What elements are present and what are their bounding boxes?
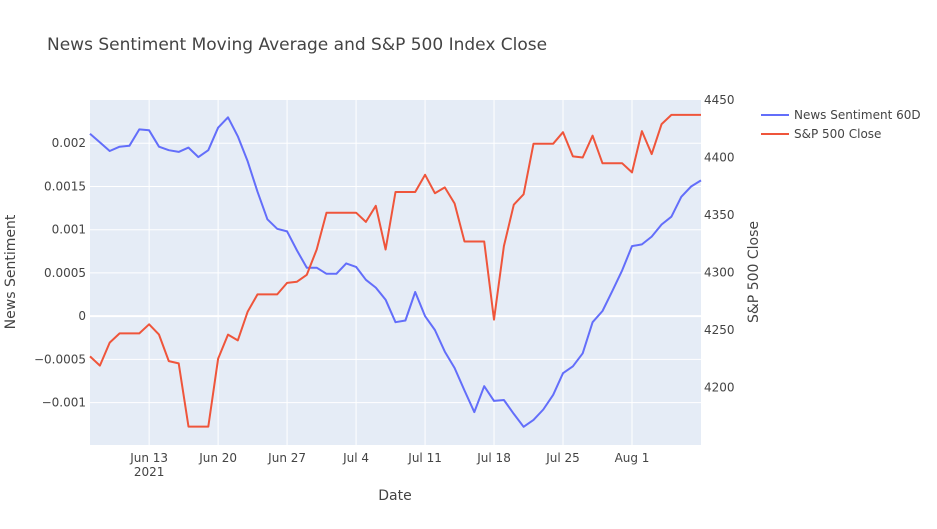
news-sentiment-line	[89, 116, 702, 428]
chart-title: News Sentiment Moving Average and S&P 50…	[47, 35, 547, 55]
right-tick-label: 4350	[704, 208, 735, 222]
x-tick-label: Aug 1	[615, 451, 650, 465]
x-tick-label: Jul 11	[407, 451, 442, 465]
x-axis-title: Date	[378, 488, 411, 504]
right-tick-label: 4400	[704, 151, 735, 165]
left-tick-label: −0.001	[42, 396, 86, 410]
right-tick-label: 4200	[704, 381, 735, 395]
x-tick-label: Jul 18	[476, 451, 511, 465]
left-tick-label: 0.0005	[44, 266, 86, 280]
left-tick-label: 0.0015	[44, 179, 86, 193]
left-axis-ticks: −0.001 −0.0005 0 0.0005 0.001 0.0015 0.002	[34, 136, 86, 409]
left-tick-label: 0.002	[52, 136, 86, 150]
right-tick-label: 4300	[704, 266, 735, 280]
gridlines	[90, 100, 701, 445]
x-tick-year-label: 2021	[134, 465, 165, 479]
right-tick-label: 4450	[704, 93, 735, 107]
x-tick-label: Jun 27	[267, 451, 306, 465]
legend-item-news-sentiment[interactable]: News Sentiment 60D	[761, 108, 921, 122]
left-tick-label: −0.0005	[34, 352, 86, 366]
right-axis-title: S&P 500 Close	[746, 221, 762, 323]
x-tick-label: Jun 20	[198, 451, 237, 465]
x-tick-label: Jul 4	[342, 451, 369, 465]
left-axis-title: News Sentiment	[3, 214, 19, 329]
legend-item-sp500-close[interactable]: S&P 500 Close	[761, 127, 881, 141]
left-tick-label: 0	[78, 309, 86, 323]
legend-label-news-sentiment: News Sentiment 60D	[794, 108, 921, 122]
left-tick-label: 0.001	[52, 223, 86, 237]
legend-label-sp500-close: S&P 500 Close	[794, 127, 881, 141]
right-axis-ticks: 4200 4250 4300 4350 4400 4450	[704, 93, 735, 395]
sp500-close-line	[89, 113, 701, 428]
x-tick-label: Jun 13	[129, 451, 168, 465]
right-tick-label: 4250	[704, 323, 735, 337]
series-lines	[89, 113, 702, 428]
x-tick-label: Jul 25	[545, 451, 580, 465]
legend[interactable]: News Sentiment 60D S&P 500 Close	[761, 108, 921, 141]
